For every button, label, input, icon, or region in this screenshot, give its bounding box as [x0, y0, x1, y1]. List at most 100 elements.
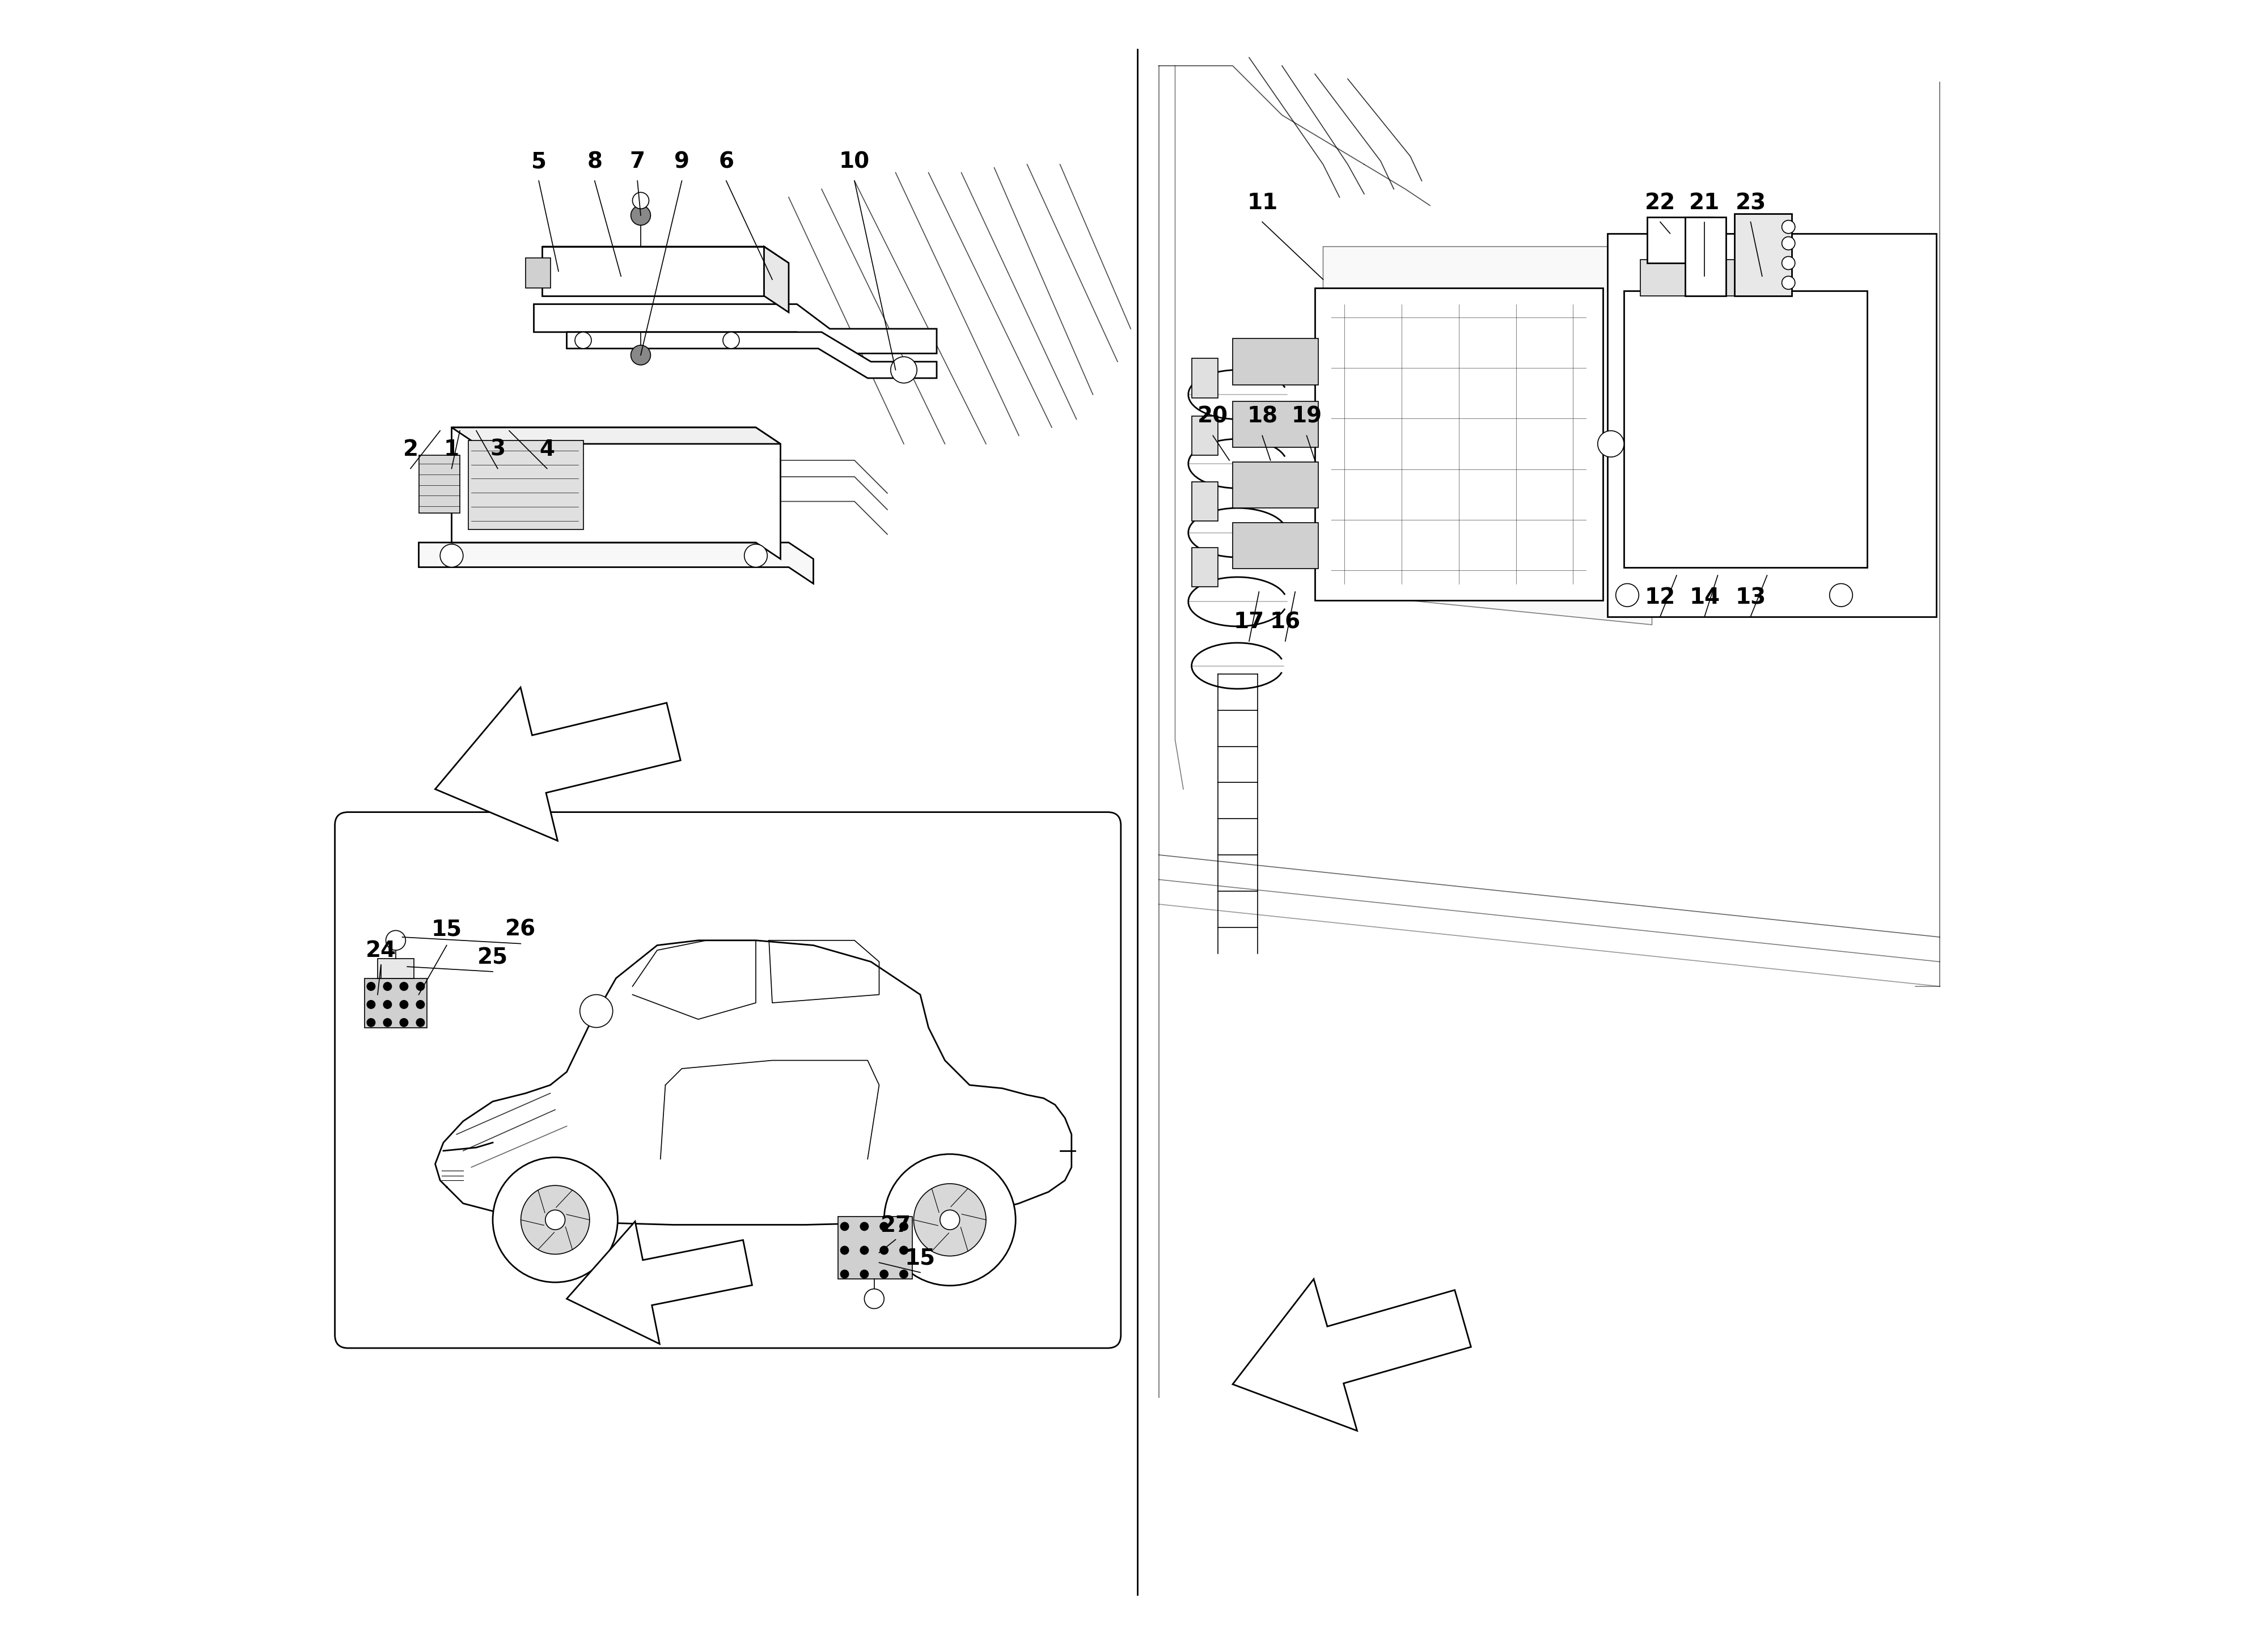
Bar [1191, 482, 1218, 521]
Polygon shape [435, 687, 680, 840]
FancyBboxPatch shape [336, 812, 1120, 1348]
Circle shape [723, 332, 739, 349]
Circle shape [891, 357, 916, 383]
Text: 26: 26 [506, 919, 535, 940]
Circle shape [383, 983, 392, 990]
Text: 16: 16 [1270, 612, 1300, 633]
Circle shape [880, 1269, 889, 1279]
Circle shape [417, 983, 424, 990]
Circle shape [417, 1000, 424, 1008]
Text: 2: 2 [404, 439, 417, 460]
Text: 12: 12 [1644, 587, 1676, 608]
Circle shape [841, 1269, 848, 1279]
Text: 24: 24 [365, 940, 397, 962]
Circle shape [367, 983, 374, 990]
Text: 27: 27 [880, 1215, 912, 1236]
Circle shape [544, 1210, 565, 1230]
Text: 11: 11 [1247, 192, 1277, 214]
Text: 15: 15 [905, 1248, 937, 1269]
Text: 15: 15 [431, 919, 463, 940]
Text: 23: 23 [1735, 192, 1767, 214]
Text: 7: 7 [631, 151, 644, 173]
Circle shape [885, 1154, 1016, 1286]
Bar [1234, 339, 1318, 385]
Bar [420, 455, 460, 513]
Circle shape [367, 1018, 374, 1026]
Circle shape [880, 1223, 889, 1230]
Circle shape [581, 995, 612, 1028]
Text: 14: 14 [1690, 587, 1719, 608]
Polygon shape [567, 1221, 753, 1343]
Polygon shape [764, 247, 789, 312]
Circle shape [1597, 431, 1624, 457]
Bar [1685, 217, 1726, 296]
Circle shape [900, 1223, 907, 1230]
Bar [467, 441, 583, 529]
Bar [1315, 288, 1603, 600]
Text: 17: 17 [1234, 612, 1266, 633]
Text: 6: 6 [719, 151, 735, 173]
Text: 4: 4 [540, 439, 556, 460]
Circle shape [860, 1246, 869, 1254]
Circle shape [633, 192, 649, 209]
Bar [1234, 523, 1318, 569]
Polygon shape [533, 304, 937, 353]
Bar [839, 1217, 912, 1279]
Text: 9: 9 [674, 151, 689, 173]
Circle shape [1783, 276, 1794, 289]
Bar [1234, 401, 1318, 447]
Bar [1191, 358, 1218, 398]
Circle shape [492, 1157, 617, 1282]
Text: 18: 18 [1247, 406, 1277, 427]
Text: 21: 21 [1690, 192, 1719, 214]
Bar [365, 978, 426, 1028]
Circle shape [631, 345, 651, 365]
Polygon shape [420, 543, 814, 584]
Polygon shape [567, 332, 937, 378]
Circle shape [399, 1000, 408, 1008]
Circle shape [880, 1246, 889, 1254]
Bar [1191, 547, 1218, 587]
Circle shape [386, 931, 406, 950]
Circle shape [399, 1018, 408, 1026]
Bar [1640, 260, 1785, 296]
Circle shape [1783, 237, 1794, 250]
Circle shape [522, 1185, 590, 1254]
Polygon shape [451, 427, 780, 559]
Polygon shape [542, 247, 764, 296]
Circle shape [417, 1018, 424, 1026]
Bar [1191, 416, 1218, 455]
Polygon shape [1234, 1279, 1472, 1430]
Text: 10: 10 [839, 151, 871, 173]
Circle shape [1615, 584, 1640, 607]
Polygon shape [1322, 247, 1651, 625]
Circle shape [900, 1246, 907, 1254]
Circle shape [914, 1184, 987, 1256]
Circle shape [900, 1269, 907, 1279]
Circle shape [367, 1000, 374, 1008]
Circle shape [860, 1269, 869, 1279]
Circle shape [399, 983, 408, 990]
Circle shape [864, 1289, 885, 1309]
Circle shape [383, 1000, 392, 1008]
Text: 1: 1 [445, 439, 460, 460]
Text: 5: 5 [531, 151, 547, 173]
Circle shape [440, 544, 463, 567]
Text: 8: 8 [587, 151, 603, 173]
Bar [1735, 214, 1792, 296]
Circle shape [1830, 584, 1853, 607]
Circle shape [631, 205, 651, 225]
Text: 19: 19 [1290, 406, 1322, 427]
Polygon shape [451, 427, 780, 444]
Polygon shape [1608, 233, 1937, 616]
Bar [1647, 217, 1712, 263]
Text: 25: 25 [476, 947, 508, 968]
Polygon shape [542, 247, 789, 263]
Bar [1234, 462, 1318, 508]
Circle shape [576, 332, 592, 349]
Text: 22: 22 [1644, 192, 1676, 214]
Circle shape [841, 1246, 848, 1254]
Circle shape [383, 1018, 392, 1026]
Circle shape [841, 1223, 848, 1230]
Circle shape [1783, 220, 1794, 233]
